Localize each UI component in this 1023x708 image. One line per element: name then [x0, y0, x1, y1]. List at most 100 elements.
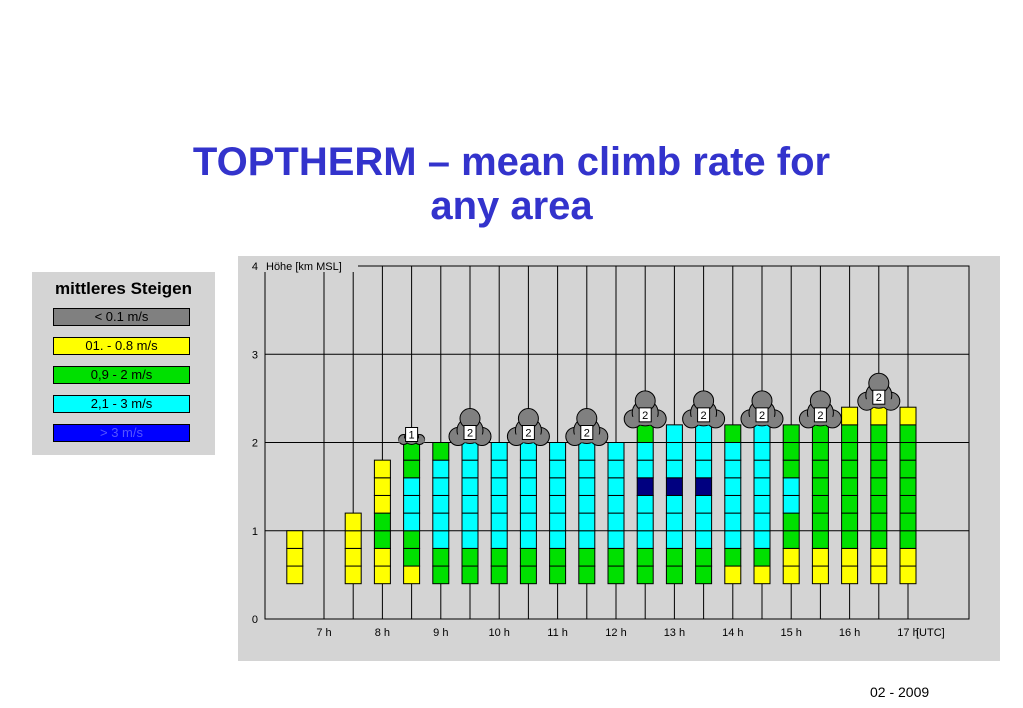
svg-text:2: 2	[584, 428, 590, 440]
climb-cell	[432, 459, 450, 479]
climb-cell	[519, 565, 537, 585]
climb-cell	[695, 459, 713, 479]
x-tick-label: 12 h	[605, 627, 626, 639]
climb-cell	[782, 442, 800, 461]
climb-cell	[782, 459, 800, 479]
climb-cell	[373, 494, 391, 514]
cloud-icon: 2	[565, 408, 609, 446]
climb-cell	[636, 442, 654, 461]
climb-cell	[870, 459, 888, 479]
climb-cell	[636, 477, 654, 496]
x-tick-label: 9 h	[433, 627, 448, 639]
climb-cell	[841, 477, 859, 496]
climb-cell	[636, 547, 654, 567]
climb-cell	[724, 459, 742, 479]
climb-cell	[899, 512, 917, 532]
climb-cell	[432, 494, 450, 514]
cloud-icon: 2	[448, 408, 492, 446]
climb-cell	[811, 424, 829, 444]
y-axis-label: Höhe [km MSL]	[266, 261, 342, 273]
climb-cell	[549, 477, 567, 496]
svg-text:2: 2	[876, 392, 882, 404]
climb-cell	[811, 512, 829, 532]
climb-cell	[549, 459, 567, 479]
climb-cell	[607, 565, 625, 585]
climb-cell	[870, 477, 888, 496]
climb-cell	[870, 512, 888, 532]
climb-cell	[373, 477, 391, 496]
climb-cell	[724, 442, 742, 461]
climb-cell	[782, 530, 800, 549]
climb-cell	[607, 512, 625, 532]
climb-cell	[695, 547, 713, 567]
climb-cell	[519, 442, 537, 461]
svg-text:1: 1	[409, 430, 415, 442]
climb-cell	[432, 442, 450, 461]
y-axis-label-bg	[262, 258, 358, 272]
title-line-2: any area	[430, 184, 593, 228]
climb-cell	[753, 459, 771, 479]
x-tick-label: 15 h	[780, 627, 801, 639]
climb-cell	[753, 530, 771, 549]
climb-cell	[403, 565, 421, 585]
climb-cell	[578, 459, 596, 479]
climb-cell	[665, 494, 683, 514]
climb-cell	[753, 512, 771, 532]
climb-cell	[432, 512, 450, 532]
climb-cell	[461, 442, 479, 461]
climb-cell	[811, 547, 829, 567]
y-tick-label: 1	[252, 526, 258, 538]
climb-cell	[636, 494, 654, 514]
climb-cell	[665, 512, 683, 532]
x-tick-label: 17 h	[897, 627, 918, 639]
climb-cell	[782, 565, 800, 585]
climb-cell	[870, 406, 888, 426]
climb-cell	[841, 547, 859, 567]
climb-cell	[753, 442, 771, 461]
climb-cell	[461, 512, 479, 532]
climb-cell	[899, 547, 917, 567]
climb-cell	[461, 459, 479, 479]
cloud-icon: 2	[798, 390, 842, 429]
legend-item-blue: > 3 m/s	[53, 424, 190, 442]
x-tick-label: 16 h	[839, 627, 860, 639]
climb-cell	[665, 565, 683, 585]
climb-cell	[578, 530, 596, 549]
y-tick-label: 0	[252, 614, 258, 626]
climb-cell	[811, 442, 829, 461]
climb-cell	[403, 530, 421, 549]
climb-cell	[841, 512, 859, 532]
climb-cell	[724, 494, 742, 514]
climb-cell	[578, 512, 596, 532]
climb-cell	[607, 547, 625, 567]
climb-cell	[344, 547, 362, 567]
climb-cell	[432, 477, 450, 496]
climb-cell	[899, 406, 917, 426]
climb-cell	[870, 424, 888, 444]
title-line-1: TOPTHERM – mean climb rate for	[192, 140, 831, 184]
climb-cell	[841, 424, 859, 444]
climb-cell	[841, 530, 859, 549]
climb-cell	[665, 442, 683, 461]
climb-cell	[490, 494, 508, 514]
climb-cell	[695, 565, 713, 585]
climb-cell	[899, 442, 917, 461]
svg-text:2: 2	[817, 410, 823, 422]
legend-item-gray: < 0.1 m/s	[53, 308, 190, 326]
climb-cell	[403, 442, 421, 461]
climb-cell	[578, 547, 596, 567]
climb-cell	[490, 442, 508, 461]
climb-cell	[403, 494, 421, 514]
climb-cell	[665, 547, 683, 567]
climb-cell	[841, 406, 859, 426]
climb-cell	[841, 494, 859, 514]
footer-date: 02 - 2009	[870, 684, 930, 700]
svg-text:2: 2	[642, 410, 648, 422]
climb-cell	[578, 442, 596, 461]
climb-cell	[695, 494, 713, 514]
climb-cell	[665, 424, 683, 444]
climb-cell	[607, 459, 625, 479]
climb-cell	[519, 494, 537, 514]
climb-cell	[665, 459, 683, 479]
climb-cell	[549, 565, 567, 585]
